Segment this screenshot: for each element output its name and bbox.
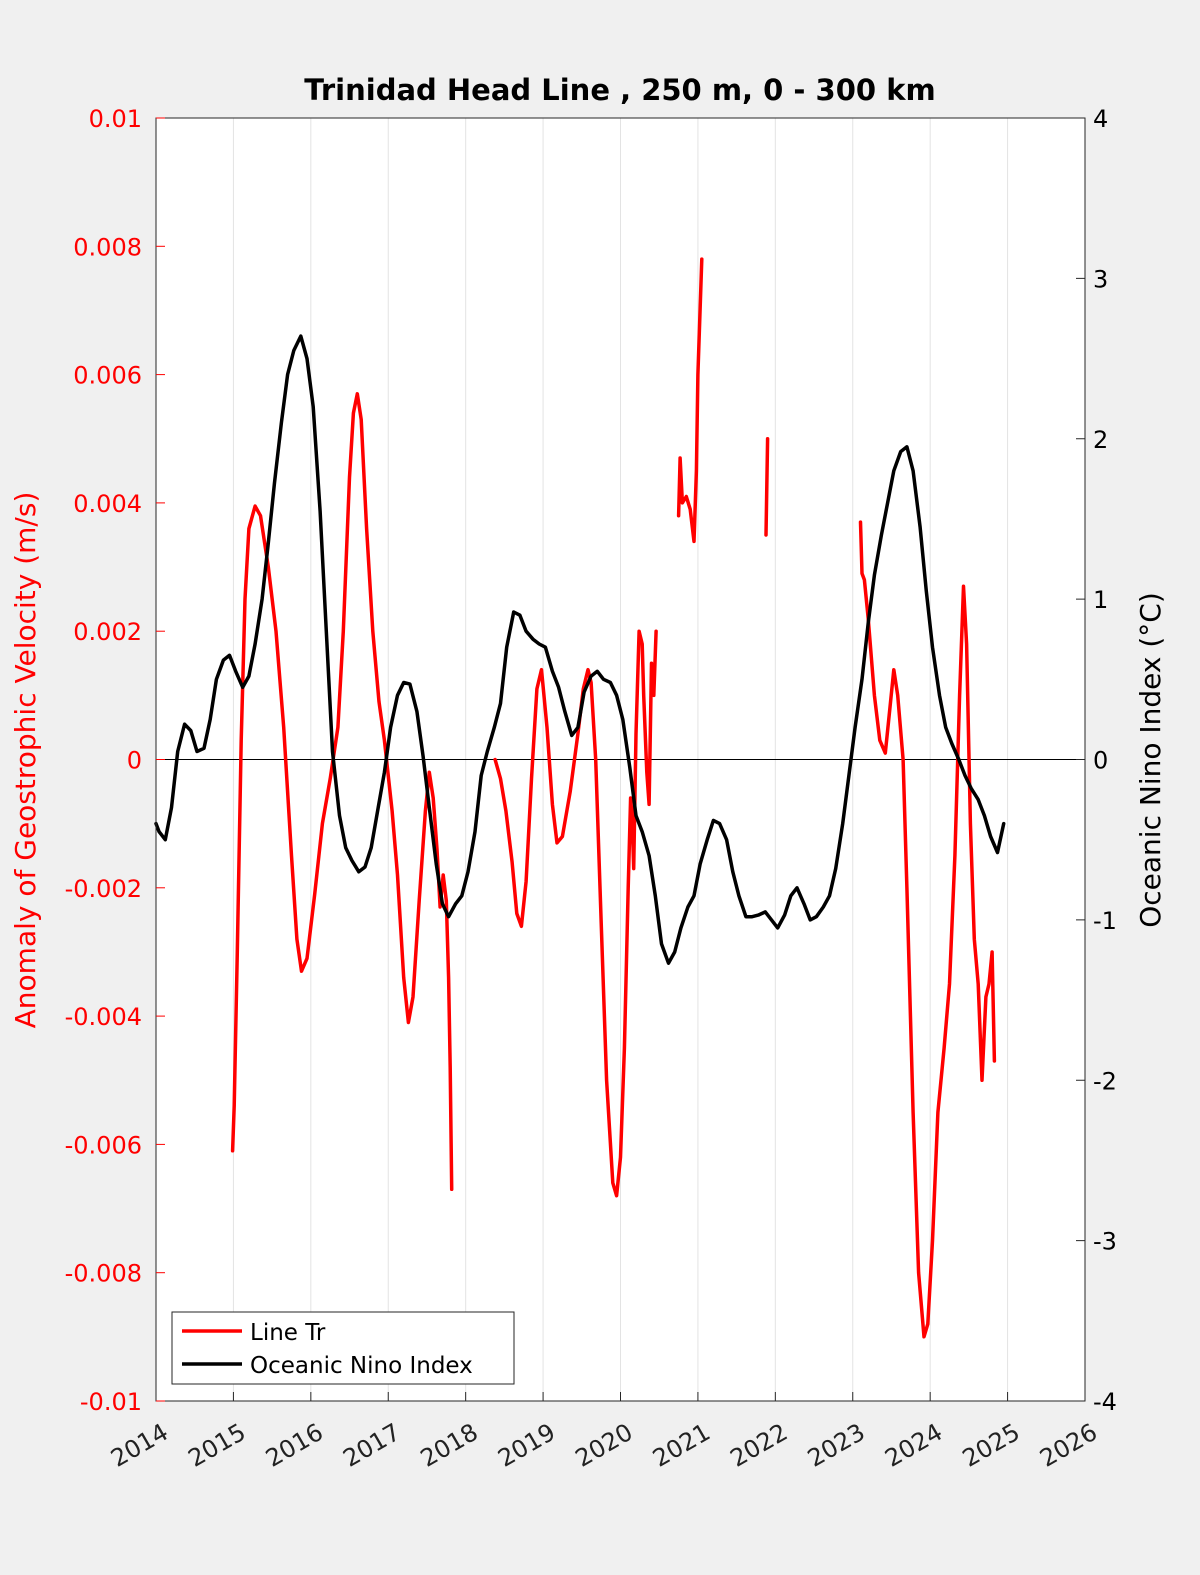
y-left-tick-label: -0.01 — [80, 1388, 142, 1416]
line-tr-series-line — [230, 392, 454, 1192]
y-right-tick-label: -2 — [1093, 1067, 1117, 1095]
chart-title: Trinidad Head Line , 250 m, 0 - 300 km — [304, 73, 935, 107]
y-left-tick-label: 0 — [127, 747, 142, 775]
y-right-tick-label: 0 — [1093, 747, 1108, 775]
y-left-tick-label: -0.008 — [65, 1260, 142, 1288]
legend-box — [171, 1311, 515, 1385]
oni-series-line — [154, 334, 1006, 965]
legend: Line Tr Oceanic Nino Index — [171, 1311, 515, 1385]
legend-label-line-tr: Line Tr — [250, 1320, 326, 1346]
y-left-tick-label: -0.004 — [65, 1003, 142, 1031]
y-right-tick-label: -1 — [1093, 907, 1117, 935]
line-tr-series-line — [493, 629, 658, 1198]
y-right-tick-label: 3 — [1093, 265, 1108, 293]
y-left-tick-label: -0.006 — [65, 1131, 142, 1159]
y-right-tick-label: 4 — [1093, 105, 1108, 133]
y-left-tick-label: 0.008 — [73, 233, 142, 261]
y-left-tick-label: 0.002 — [73, 618, 142, 646]
y-left-tick-label: 0.006 — [73, 362, 142, 390]
y-right-tick-label: 2 — [1093, 426, 1108, 454]
y-right-tick-label: 1 — [1093, 586, 1108, 614]
line-tr-series-line — [676, 257, 704, 544]
y-right-tick-label: -4 — [1093, 1388, 1117, 1416]
y-right-tick-label: -3 — [1093, 1228, 1117, 1256]
line-tr-series-line — [764, 437, 770, 537]
y-left-tick-label: 0.004 — [73, 490, 142, 518]
legend-label-oni: Oceanic Nino Index — [250, 1353, 473, 1379]
line-tr-series-line — [858, 520, 997, 1339]
y-axis-right-label: Oceanic Nino Index (°C) — [1134, 592, 1167, 928]
series-layer — [154, 257, 1006, 1339]
y-axis-left-label: Anomaly of Geostrophic Velocity (m/s) — [9, 492, 42, 1029]
y-left-tick-label: -0.002 — [65, 875, 142, 903]
y-left-tick-label: 0.01 — [89, 105, 142, 133]
